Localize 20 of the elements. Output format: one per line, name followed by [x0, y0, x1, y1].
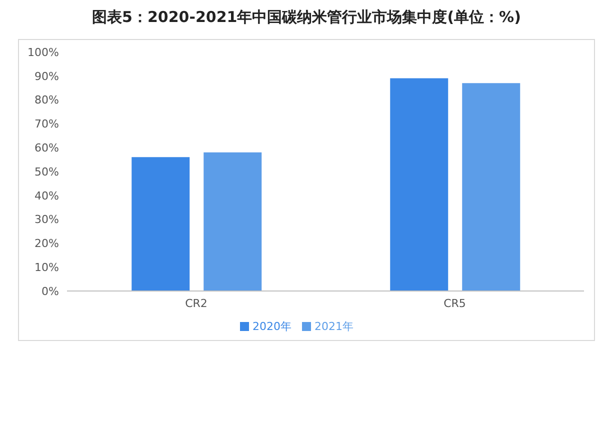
- y-tick-label: 100%: [28, 46, 59, 59]
- x-tick-label: CR5: [444, 296, 466, 310]
- bar: [132, 157, 190, 291]
- bar: [390, 78, 448, 291]
- chart-title: 图表5：2020-2021年中国碳纳米管行业市场集中度(单位：%): [91, 8, 522, 27]
- legend-label: 2021年: [314, 320, 354, 333]
- x-tick-label: CR2: [185, 296, 208, 310]
- y-tick-label: 30%: [34, 213, 59, 226]
- y-tick-label: 20%: [34, 237, 59, 250]
- y-tick-label: 40%: [34, 189, 59, 202]
- y-tick-label: 60%: [34, 142, 59, 155]
- y-tick-label: 50%: [34, 165, 59, 178]
- bar: [204, 152, 262, 291]
- y-tick-label: 0%: [42, 284, 59, 298]
- y-tick-label: 80%: [34, 94, 59, 107]
- bar: [462, 83, 520, 291]
- y-tick-label: 70%: [34, 118, 59, 131]
- legend-label: 2020年: [252, 320, 292, 333]
- y-tick-label: 10%: [34, 261, 59, 274]
- y-tick-label: 90%: [34, 70, 59, 83]
